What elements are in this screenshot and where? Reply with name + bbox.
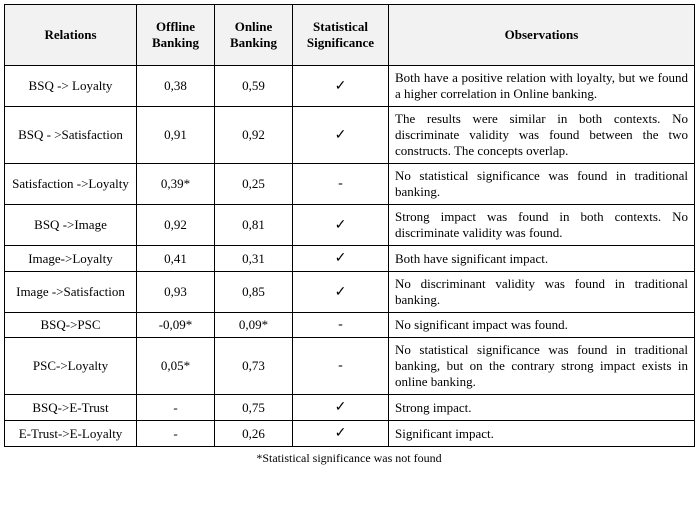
table-row: BSQ -> Loyalty0,380,59✓Both have a posit… (5, 66, 695, 107)
cell-offline: - (137, 395, 215, 421)
cell-observation: No statistical significance was found in… (389, 164, 695, 205)
cell-significance: - (293, 338, 389, 395)
cell-relation: BSQ->E-Trust (5, 395, 137, 421)
col-observations: Observations (389, 5, 695, 66)
cell-offline: 0,39* (137, 164, 215, 205)
cell-offline: - (137, 421, 215, 447)
cell-relation: Image ->Satisfaction (5, 272, 137, 313)
col-significance: Statistical Significance (293, 5, 389, 66)
cell-offline: 0,91 (137, 107, 215, 164)
cell-offline: -0,09* (137, 313, 215, 338)
cell-observation: No significant impact was found. (389, 313, 695, 338)
cell-online: 0,81 (215, 205, 293, 246)
table-row: Image->Loyalty0,410,31✓Both have signifi… (5, 246, 695, 272)
cell-online: 0,31 (215, 246, 293, 272)
cell-offline: 0,41 (137, 246, 215, 272)
cell-relation: BSQ - >Satisfaction (5, 107, 137, 164)
cell-observation: Strong impact. (389, 395, 695, 421)
cell-relation: BSQ->PSC (5, 313, 137, 338)
cell-significance: ✓ (293, 66, 389, 107)
table-row: PSC->Loyalty0,05*0,73-No statistical sig… (5, 338, 695, 395)
table-row: BSQ->E-Trust-0,75✓Strong impact. (5, 395, 695, 421)
cell-observation: Both have a positive relation with loyal… (389, 66, 695, 107)
cell-online: 0,75 (215, 395, 293, 421)
col-offline: Offline Banking (137, 5, 215, 66)
table-row: BSQ - >Satisfaction0,910,92✓The results … (5, 107, 695, 164)
cell-observation: No discriminant validity was found in tr… (389, 272, 695, 313)
cell-significance: ✓ (293, 395, 389, 421)
cell-observation: No statistical significance was found in… (389, 338, 695, 395)
cell-relation: E-Trust->E-Loyalty (5, 421, 137, 447)
cell-online: 0,92 (215, 107, 293, 164)
cell-significance: ✓ (293, 421, 389, 447)
col-online: Online Banking (215, 5, 293, 66)
cell-relation: PSC->Loyalty (5, 338, 137, 395)
cell-offline: 0,92 (137, 205, 215, 246)
cell-significance: ✓ (293, 205, 389, 246)
cell-offline: 0,93 (137, 272, 215, 313)
table-body: BSQ -> Loyalty0,380,59✓Both have a posit… (5, 66, 695, 447)
table-row: BSQ->PSC-0,09*0,09*-No significant impac… (5, 313, 695, 338)
cell-observation: Significant impact. (389, 421, 695, 447)
table-row: Image ->Satisfaction0,930,85✓No discrimi… (5, 272, 695, 313)
cell-online: 0,73 (215, 338, 293, 395)
cell-significance: - (293, 164, 389, 205)
cell-observation: Both have significant impact. (389, 246, 695, 272)
cell-significance: ✓ (293, 246, 389, 272)
cell-online: 0,85 (215, 272, 293, 313)
cell-relation: Image->Loyalty (5, 246, 137, 272)
col-relations: Relations (5, 5, 137, 66)
cell-offline: 0,38 (137, 66, 215, 107)
cell-offline: 0,05* (137, 338, 215, 395)
cell-online: 0,25 (215, 164, 293, 205)
table-row: BSQ ->Image0,920,81✓Strong impact was fo… (5, 205, 695, 246)
table-header-row: Relations Offline Banking Online Banking… (5, 5, 695, 66)
cell-online: 0,26 (215, 421, 293, 447)
cell-relation: BSQ -> Loyalty (5, 66, 137, 107)
cell-significance: ✓ (293, 107, 389, 164)
table-footnote: *Statistical significance was not found (4, 451, 694, 466)
table-row: E-Trust->E-Loyalty-0,26✓Significant impa… (5, 421, 695, 447)
cell-significance: ✓ (293, 272, 389, 313)
cell-observation: Strong impact was found in both contexts… (389, 205, 695, 246)
results-table: Relations Offline Banking Online Banking… (4, 4, 695, 447)
cell-relation: Satisfaction ->Loyalty (5, 164, 137, 205)
cell-online: 0,59 (215, 66, 293, 107)
cell-observation: The results were similar in both context… (389, 107, 695, 164)
cell-significance: - (293, 313, 389, 338)
table-row: Satisfaction ->Loyalty0,39*0,25-No stati… (5, 164, 695, 205)
cell-online: 0,09* (215, 313, 293, 338)
cell-relation: BSQ ->Image (5, 205, 137, 246)
